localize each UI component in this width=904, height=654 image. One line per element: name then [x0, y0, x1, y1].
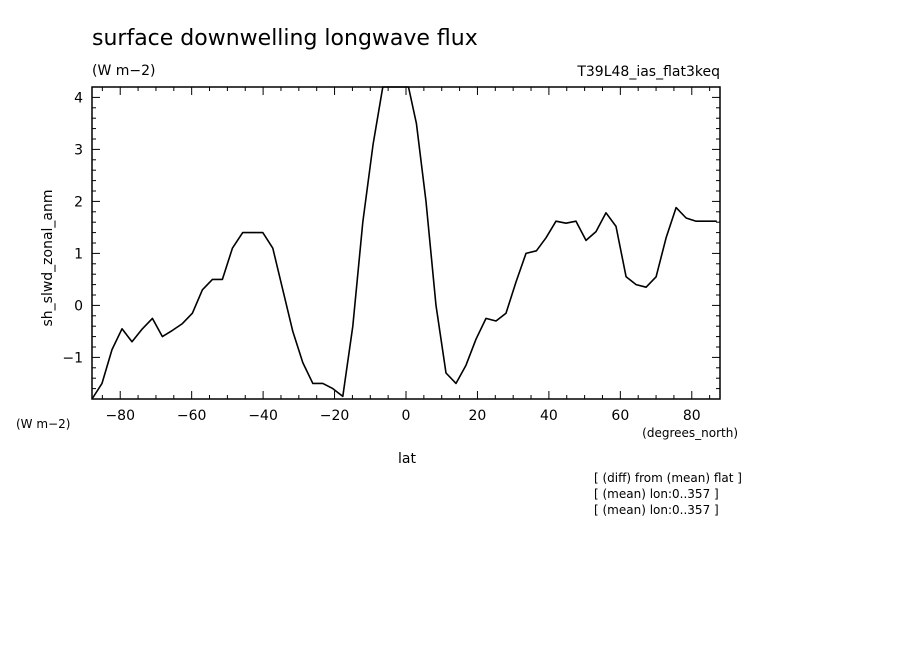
series-line	[91, 86, 717, 400]
y-tick-label: 4	[74, 90, 83, 106]
note-line: [ (mean) lon:0..357 ]	[594, 503, 719, 517]
x-tick-label: 60	[611, 408, 629, 424]
x-tick-label: 0	[402, 408, 411, 424]
y-tick-label: 0	[74, 298, 83, 314]
x-tick-label: 20	[469, 408, 487, 424]
y-tick-label: 2	[74, 194, 83, 210]
x-tick-label: 80	[683, 408, 701, 424]
y-tick-label: 1	[74, 246, 83, 262]
data-series	[91, 86, 717, 400]
x-tick-label: −20	[320, 408, 350, 424]
x-tick-label: −40	[248, 408, 278, 424]
y-tick-label: −1	[62, 350, 83, 366]
y-axis-label: sh_slwd_zonal_anm	[40, 189, 56, 326]
y-axis-units: (W m−2)	[16, 417, 70, 431]
note-line: [ (diff) from (mean) flat ]	[594, 471, 742, 485]
x-tick-label: −60	[177, 408, 207, 424]
x-tick-label: 40	[540, 408, 558, 424]
note-line: [ (mean) lon:0..357 ]	[594, 487, 719, 501]
plot-frame	[91, 86, 721, 400]
title-units: (W m−2)	[92, 63, 156, 79]
chart-title: surface downwelling longwave flux	[92, 26, 478, 51]
x-axis-units: (degrees_north)	[642, 426, 738, 440]
y-tick-label: 3	[74, 142, 83, 158]
run-label: T39L48_ias_flat3keq	[576, 64, 720, 80]
x-axis-label: lat	[398, 451, 416, 467]
x-tick-label: −80	[105, 408, 135, 424]
